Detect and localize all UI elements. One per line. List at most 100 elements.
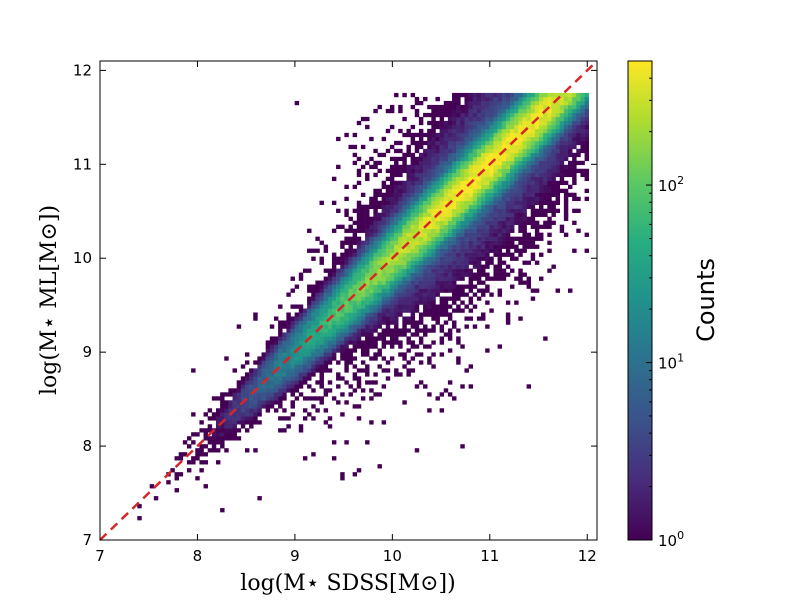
heatmap-cell bbox=[505, 148, 511, 154]
heatmap-cell bbox=[539, 224, 544, 229]
heatmap-cell bbox=[315, 340, 320, 345]
heatmap-cell bbox=[464, 156, 469, 162]
heatmap-cell bbox=[352, 276, 358, 281]
heatmap-cell bbox=[447, 332, 453, 337]
heatmap-cell bbox=[278, 364, 283, 369]
heatmap-cell bbox=[526, 236, 532, 241]
heatmap-cell bbox=[576, 148, 581, 154]
heatmap-cell bbox=[452, 116, 457, 122]
heatmap-cell bbox=[282, 428, 287, 433]
heatmap-cell bbox=[493, 180, 498, 186]
heatmap-cell bbox=[559, 124, 565, 130]
heatmap-cell bbox=[576, 136, 581, 142]
heatmap-cell bbox=[356, 340, 362, 345]
heatmap-cell bbox=[576, 140, 581, 146]
heatmap-cell bbox=[505, 92, 511, 98]
heatmap-cell bbox=[253, 316, 258, 321]
heatmap-cell bbox=[510, 124, 515, 130]
heatmap-cell bbox=[228, 428, 233, 433]
heatmap-cell bbox=[472, 192, 478, 198]
heatmap-cell bbox=[323, 332, 329, 337]
heatmap-cell bbox=[294, 340, 300, 345]
heatmap-cell bbox=[534, 124, 540, 130]
heatmap-cell bbox=[257, 420, 262, 425]
heatmap-cell bbox=[518, 204, 523, 209]
heatmap-cell bbox=[203, 428, 208, 433]
heatmap-cell bbox=[584, 128, 590, 134]
heatmap-cell bbox=[452, 196, 457, 202]
heatmap-cell bbox=[464, 272, 469, 277]
heatmap-cell bbox=[435, 120, 440, 126]
heatmap-cell bbox=[369, 336, 374, 341]
x-tick-label: 8 bbox=[193, 547, 203, 565]
heatmap-cell bbox=[423, 248, 428, 253]
heatmap-cell bbox=[460, 108, 465, 114]
heatmap-cell bbox=[563, 168, 569, 174]
heatmap-cell bbox=[493, 164, 498, 170]
heatmap-cell bbox=[410, 184, 416, 190]
heatmap-cell bbox=[352, 388, 358, 393]
heatmap-cell bbox=[439, 296, 445, 301]
heatmap-cell bbox=[452, 276, 457, 281]
heatmap-cell bbox=[418, 300, 424, 305]
heatmap-cell bbox=[423, 344, 428, 349]
heatmap-cell bbox=[307, 348, 312, 353]
heatmap-cell bbox=[273, 352, 279, 357]
heatmap-cell bbox=[464, 204, 469, 209]
heatmap-cell bbox=[530, 236, 536, 241]
heatmap-cell bbox=[394, 372, 399, 377]
heatmap-cell bbox=[559, 108, 565, 114]
heatmap-cell bbox=[224, 416, 229, 421]
heatmap-cell bbox=[224, 424, 229, 429]
heatmap-cell bbox=[481, 268, 486, 273]
heatmap-cell bbox=[182, 452, 188, 457]
heatmap-cell bbox=[460, 112, 465, 118]
heatmap-cell bbox=[373, 108, 378, 114]
heatmap-cell bbox=[365, 224, 370, 229]
heatmap-cell bbox=[369, 232, 374, 237]
heatmap-cell bbox=[510, 244, 515, 249]
heatmap-cell bbox=[352, 284, 358, 289]
heatmap-cell bbox=[443, 284, 449, 289]
heatmap-cell bbox=[394, 280, 399, 285]
heatmap-cell bbox=[389, 192, 395, 198]
heatmap-cell bbox=[539, 192, 544, 198]
heatmap-cell bbox=[530, 92, 536, 98]
heatmap-cell bbox=[377, 336, 382, 341]
heatmap-cell bbox=[439, 128, 445, 134]
heatmap-cell bbox=[518, 92, 523, 98]
heatmap-cell bbox=[464, 236, 469, 241]
heatmap-cell bbox=[414, 344, 420, 349]
heatmap-cell bbox=[418, 276, 424, 281]
heatmap-cell bbox=[464, 324, 469, 329]
heatmap-cell bbox=[249, 412, 254, 417]
heatmap-cell bbox=[340, 268, 345, 273]
heatmap-cell bbox=[559, 144, 565, 150]
heatmap-cell bbox=[443, 140, 449, 146]
heatmap-cell bbox=[530, 152, 536, 158]
heatmap-cell bbox=[340, 412, 345, 417]
heatmap-cell bbox=[344, 368, 349, 373]
heatmap-cell bbox=[394, 292, 399, 297]
y-tick-label: 8 bbox=[82, 437, 92, 455]
heatmap-cell bbox=[377, 212, 382, 217]
heatmap-cell bbox=[431, 212, 436, 217]
heatmap-cell bbox=[584, 120, 590, 126]
heatmap-cell bbox=[402, 220, 407, 225]
heatmap-cell bbox=[257, 356, 262, 361]
heatmap-cell bbox=[530, 104, 536, 110]
heatmap-cell bbox=[555, 116, 561, 122]
heatmap-cell bbox=[348, 264, 353, 269]
heatmap-cell bbox=[402, 292, 407, 297]
heatmap-cell bbox=[174, 488, 179, 493]
heatmap-cell bbox=[443, 124, 449, 130]
heatmap-cell bbox=[319, 280, 324, 285]
heatmap-cell bbox=[373, 268, 378, 273]
heatmap-cell bbox=[555, 144, 561, 150]
heatmap-cell bbox=[398, 280, 403, 285]
heatmap-cell bbox=[534, 144, 540, 150]
heatmap-cell bbox=[547, 136, 552, 142]
heatmap-cell bbox=[501, 136, 507, 142]
heatmap-cell bbox=[439, 336, 445, 341]
